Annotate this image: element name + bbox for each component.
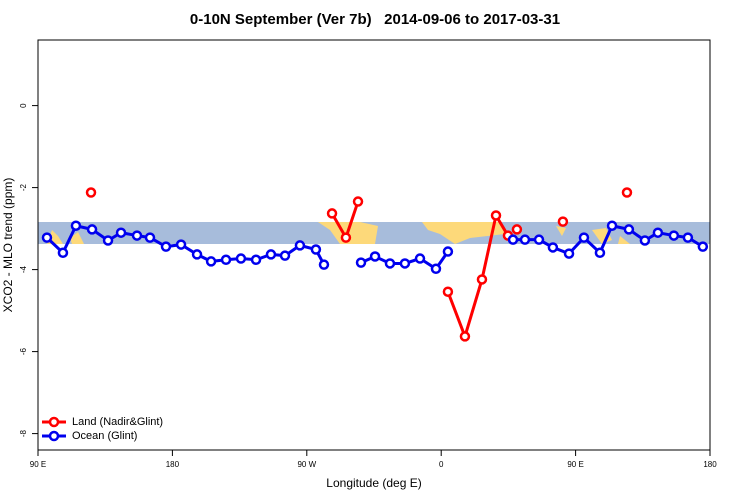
data-point	[668, 230, 680, 241]
data-point	[279, 250, 291, 261]
data-point	[318, 259, 330, 270]
y-tick-label: -4	[19, 265, 28, 273]
data-point	[205, 256, 217, 267]
data-point	[547, 242, 559, 253]
data-point	[442, 246, 454, 257]
data-point	[459, 331, 471, 342]
data-point	[175, 239, 187, 250]
data-point	[86, 224, 98, 235]
data-point	[639, 235, 651, 246]
data-point	[340, 232, 352, 243]
data-point	[265, 249, 277, 260]
data-point	[131, 230, 143, 241]
data-point	[70, 220, 82, 231]
x-tick-label: 0	[439, 460, 444, 469]
data-point	[115, 227, 127, 238]
data-point	[250, 254, 262, 266]
data-point	[355, 257, 367, 268]
data-point	[310, 244, 322, 255]
data-point	[621, 187, 633, 198]
x-tick-label: 180	[166, 460, 180, 469]
data-point	[102, 235, 114, 246]
data-point	[399, 258, 411, 269]
data-point	[557, 216, 569, 227]
data-point	[563, 248, 575, 259]
x-tick-label: 90 E	[567, 460, 583, 469]
data-point	[294, 240, 306, 251]
data-point	[697, 241, 709, 252]
legend-label: Land (Nadir&Glint)	[72, 416, 163, 428]
data-point	[606, 220, 618, 231]
data-point	[220, 254, 232, 266]
legend-marker	[48, 416, 60, 428]
data-point	[144, 232, 156, 243]
data-point	[594, 247, 606, 259]
data-point	[57, 247, 69, 259]
data-point	[533, 234, 545, 245]
data-point	[191, 249, 203, 260]
chart-title: 0-10N September (Ver 7b) 2014-09-06 to 2…	[190, 11, 560, 28]
data-point	[160, 241, 172, 252]
data-point	[519, 234, 531, 245]
legend-marker	[48, 430, 60, 442]
y-tick-label: 0	[19, 103, 28, 108]
data-point	[41, 232, 53, 243]
data-point	[352, 196, 364, 207]
y-axis-label: XCO2 - MLO trend (ppm)	[1, 178, 15, 313]
data-point	[369, 251, 381, 262]
data-point	[235, 253, 247, 264]
data-point	[511, 224, 523, 235]
y-tick-label: -6	[19, 347, 28, 355]
data-point	[442, 286, 454, 297]
x-tick-label: 90 W	[297, 460, 316, 469]
data-point	[507, 234, 519, 245]
x-axis-label: Longitude (deg E)	[326, 476, 421, 490]
y-tick-label: -2	[19, 183, 28, 191]
legend-label: Ocean (Glint)	[72, 430, 137, 442]
data-point	[384, 258, 396, 269]
data-point	[682, 232, 694, 243]
data-point	[623, 224, 635, 235]
data-point	[476, 274, 488, 285]
x-tick-label: 180	[703, 460, 717, 469]
data-point	[430, 263, 442, 275]
data-point	[326, 208, 338, 219]
y-tick-label: -8	[19, 429, 28, 437]
data-point	[578, 232, 590, 243]
data-point	[85, 187, 97, 198]
data-point	[414, 253, 426, 264]
plot-frame	[37, 39, 711, 451]
x-tick-label: 90 E	[30, 460, 46, 469]
data-point	[652, 227, 664, 238]
data-point	[490, 210, 502, 221]
